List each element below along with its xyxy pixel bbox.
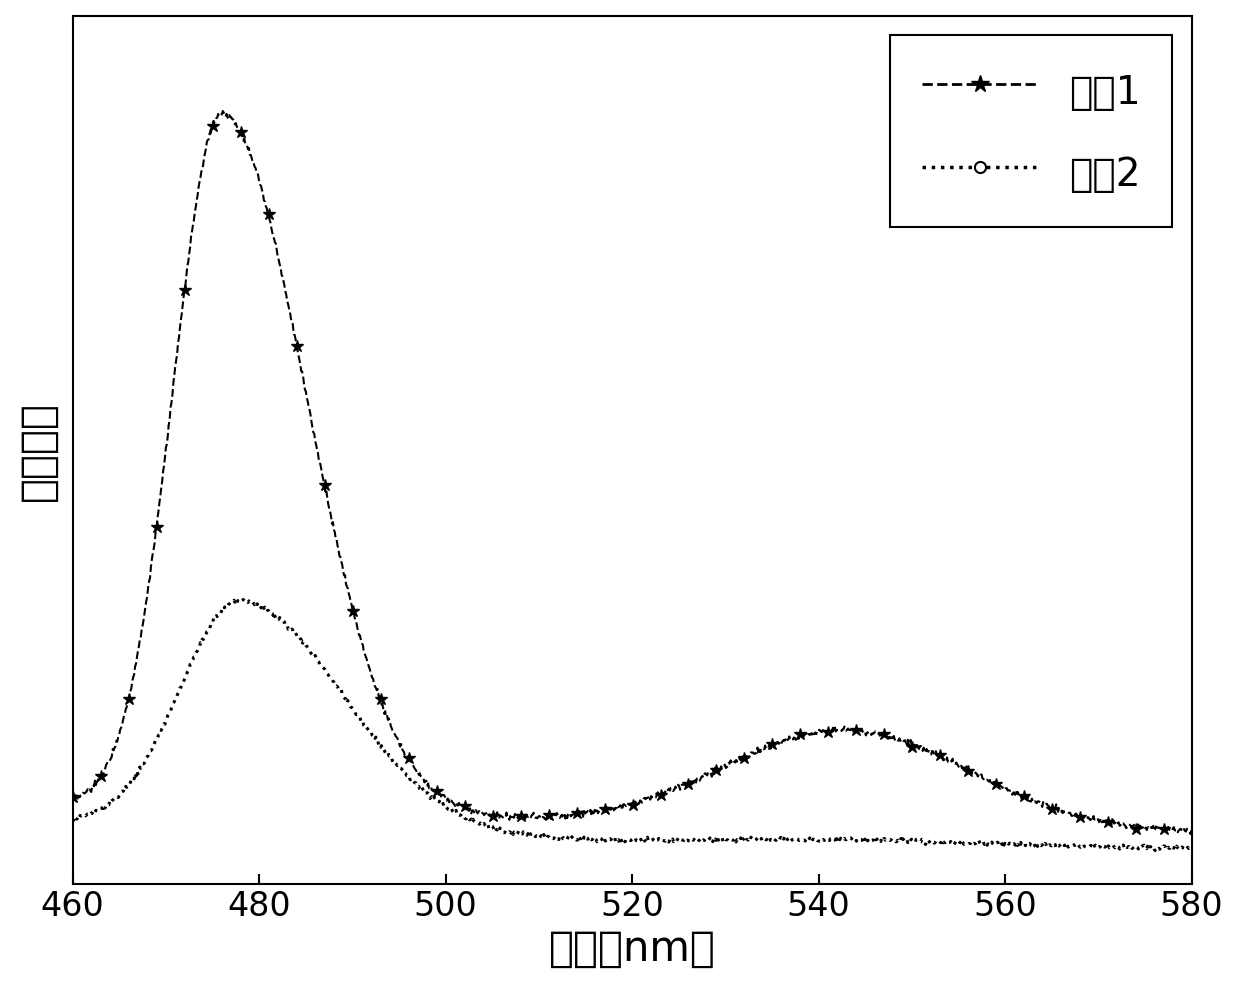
X-axis label: 波长（nm）: 波长（nm） bbox=[548, 928, 715, 969]
Legend: 曲煳1, 曲煳2: 曲煳1, 曲煳2 bbox=[890, 36, 1172, 228]
Y-axis label: 发光强度: 发光强度 bbox=[16, 400, 58, 500]
